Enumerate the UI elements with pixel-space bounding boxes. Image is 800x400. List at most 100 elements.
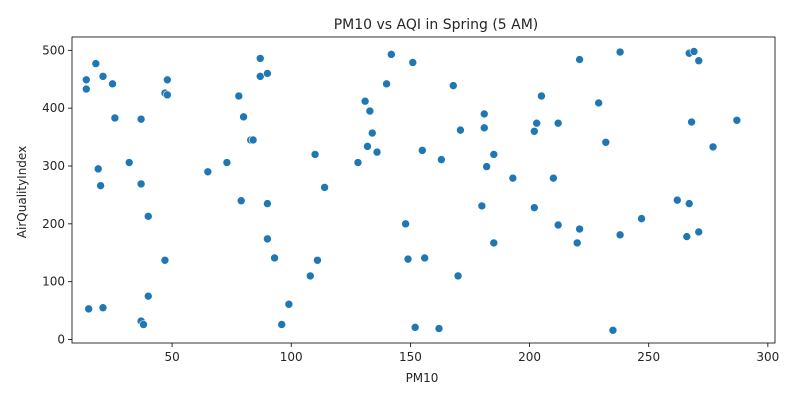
x-tick-label: 250 [637, 350, 660, 364]
data-point [320, 183, 329, 192]
data-point [136, 114, 146, 124]
data-point [694, 56, 704, 66]
data-point [363, 142, 372, 151]
data-point [108, 79, 117, 89]
data-point [263, 234, 272, 244]
data-point [284, 299, 294, 309]
data-point [255, 54, 265, 63]
data-point [387, 50, 396, 59]
data-point [601, 137, 611, 147]
data-point [403, 254, 413, 264]
data-point [91, 59, 101, 68]
data-point [234, 91, 244, 101]
data-point [410, 323, 420, 332]
data-point [684, 199, 694, 208]
data-point [637, 214, 646, 223]
data-point [530, 126, 539, 136]
y-tick-label: 300 [42, 159, 65, 173]
chart-title: PM10 vs AQI in Spring (5 AM) [334, 17, 539, 33]
data-point [124, 158, 134, 167]
data-point [482, 162, 491, 171]
x-tick-label: 100 [280, 350, 303, 364]
data-point [437, 155, 446, 164]
data-point [553, 118, 563, 128]
x-tick-label: 300 [756, 350, 779, 364]
x-tick-label: 150 [399, 350, 422, 364]
data-point [222, 158, 232, 167]
y-tick-label: 500 [42, 43, 65, 57]
data-point [489, 238, 499, 248]
data-point [139, 320, 148, 329]
data-point [365, 106, 375, 116]
data-point [456, 125, 465, 135]
data-point [163, 90, 172, 100]
data-point [448, 81, 458, 90]
data-point [255, 72, 265, 81]
x-tick-label: 200 [518, 350, 541, 364]
data-point [508, 173, 518, 183]
data-point [81, 84, 91, 94]
data-point [732, 115, 742, 125]
y-tick-label: 0 [57, 333, 65, 347]
data-point [143, 212, 153, 221]
data-point [263, 69, 272, 78]
data-point [672, 195, 682, 205]
data-point [594, 98, 603, 108]
data-point [401, 219, 410, 229]
data-point [93, 164, 103, 174]
data-point [553, 220, 563, 230]
data-point [270, 253, 279, 263]
data-point [608, 325, 618, 335]
data-point [575, 55, 584, 64]
data-point [372, 147, 382, 157]
y-axis-label: AirQualityIndex [15, 146, 29, 238]
y-tick-label: 200 [42, 217, 65, 231]
data-point [353, 158, 363, 167]
data-point [360, 96, 370, 106]
axes: 50 100 150 200 250 300 0 100 200 300 400 500 [42, 36, 779, 364]
data-point [453, 271, 463, 281]
data-point [310, 150, 320, 159]
data-point [96, 181, 105, 190]
data-point [420, 253, 429, 263]
data-point [306, 271, 315, 281]
data-point [694, 227, 704, 237]
data-point [81, 75, 91, 85]
data-points [81, 47, 742, 335]
data-point [532, 118, 541, 128]
data-point [575, 224, 584, 234]
data-point [98, 72, 108, 81]
data-point [313, 255, 322, 265]
data-point [687, 117, 696, 127]
data-point [479, 123, 489, 133]
data-point [418, 146, 427, 155]
data-point [263, 199, 272, 208]
data-point [248, 135, 258, 145]
data-point [382, 79, 391, 89]
data-point [537, 91, 546, 101]
data-point [408, 58, 418, 67]
data-point [682, 232, 692, 241]
data-point [434, 324, 444, 333]
data-point [479, 109, 489, 119]
data-point [160, 255, 170, 265]
data-point [572, 238, 582, 248]
data-point [98, 303, 108, 313]
data-point [136, 179, 146, 189]
data-point [84, 304, 93, 314]
data-point [367, 128, 377, 138]
data-point [615, 230, 625, 240]
data-point [203, 167, 213, 177]
data-point [708, 142, 718, 152]
data-point [277, 320, 287, 329]
y-tick-label: 400 [42, 101, 65, 115]
x-axis-label: PM10 [406, 371, 439, 385]
y-tick-label: 100 [42, 275, 65, 289]
data-point [530, 203, 539, 212]
data-point [239, 112, 248, 122]
data-point [489, 150, 499, 159]
data-point [477, 201, 487, 211]
data-point [689, 47, 699, 56]
data-point [615, 47, 625, 57]
